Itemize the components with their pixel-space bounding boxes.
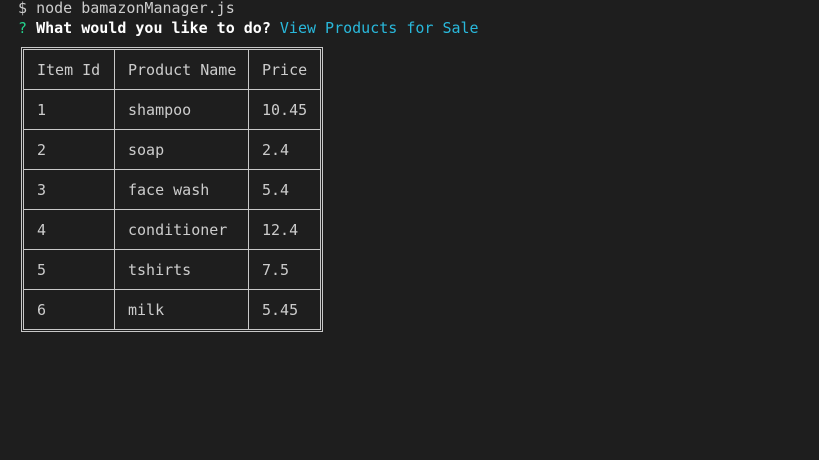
header-price: Price <box>248 50 320 90</box>
products-table: Item Id Product Name Price 1 shampoo 10.… <box>21 47 323 332</box>
cell-item-id: 1 <box>24 89 115 130</box>
cell-price: 10.45 <box>248 89 320 130</box>
table-row: 1 shampoo 10.45 <box>24 89 320 130</box>
cell-product-name: tshirts <box>114 249 249 290</box>
cell-product-name: face wash <box>114 169 249 210</box>
cell-product-name: soap <box>114 129 249 170</box>
inquirer-prompt-line: ? What would you like to do? View Produc… <box>18 18 479 38</box>
prompt-question: What would you like to do? <box>36 19 271 37</box>
cell-product-name: conditioner <box>114 209 249 250</box>
command-text: node bamazonManager.js <box>36 0 235 17</box>
cell-product-name: milk <box>114 289 249 329</box>
table-header-row: Item Id Product Name Price <box>24 50 320 90</box>
header-item-id: Item Id <box>24 50 115 90</box>
cell-price: 5.45 <box>248 289 320 329</box>
shell-prompt: $ <box>18 0 28 17</box>
table-row: 3 face wash 5.4 <box>24 169 320 210</box>
cell-item-id: 4 <box>24 209 115 250</box>
cell-item-id: 2 <box>24 129 115 170</box>
cell-item-id: 3 <box>24 169 115 210</box>
table-row: 4 conditioner 12.4 <box>24 209 320 250</box>
cell-price: 12.4 <box>248 209 320 250</box>
header-product-name: Product Name <box>114 50 249 90</box>
table-row: 2 soap 2.4 <box>24 129 320 170</box>
cell-price: 5.4 <box>248 169 320 210</box>
question-mark-icon: ? <box>18 19 28 37</box>
table-row: 6 milk 5.45 <box>24 289 320 329</box>
cell-price: 2.4 <box>248 129 320 170</box>
command-line: $ node bamazonManager.js <box>18 0 235 18</box>
cell-product-name: shampoo <box>114 89 249 130</box>
prompt-answer: View Products for Sale <box>279 19 479 37</box>
cell-item-id: 5 <box>24 249 115 290</box>
table-row: 5 tshirts 7.5 <box>24 249 320 290</box>
cell-item-id: 6 <box>24 289 115 329</box>
cell-price: 7.5 <box>248 249 320 290</box>
